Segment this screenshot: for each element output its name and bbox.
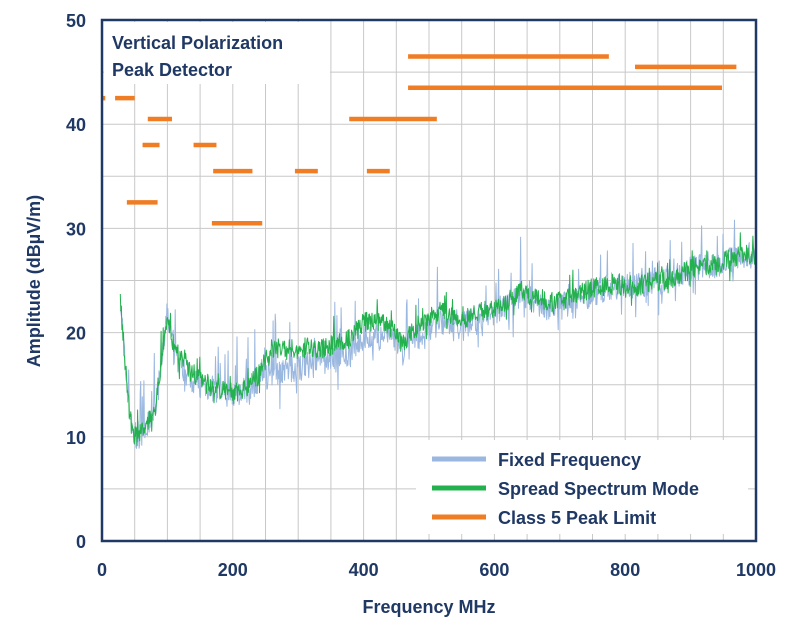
chart-title-line1: Vertical Polarization [112, 33, 283, 53]
y-axis-title: Amplitude (dBµV/m) [24, 195, 44, 367]
legend: Fixed Frequency Spread Spectrum Mode Cla… [416, 440, 748, 534]
y-tick-label: 10 [66, 428, 86, 448]
axis-ticks: 0 200 400 600 800 1000 0 10 20 30 40 50 [66, 11, 776, 580]
series-spread-spectrum [119, 232, 757, 447]
x-tick-label: 600 [479, 560, 509, 580]
spread-spectrum-trace [119, 232, 757, 447]
y-tick-label: 0 [76, 532, 86, 552]
chart-title-line2: Peak Detector [112, 60, 232, 80]
legend-label-limit: Class 5 Peak Limit [498, 508, 656, 528]
fixed-frequency-trace [119, 219, 757, 449]
x-tick-label: 1000 [736, 560, 776, 580]
series-class5-limit [102, 54, 737, 226]
x-tick-label: 800 [610, 560, 640, 580]
x-tick-label: 200 [218, 560, 248, 580]
x-tick-label: 0 [97, 560, 107, 580]
y-tick-label: 40 [66, 115, 86, 135]
legend-label-spread: Spread Spectrum Mode [498, 479, 699, 499]
series-fixed-frequency [119, 219, 757, 449]
plot-frame [100, 18, 758, 543]
legend-label-fixed: Fixed Frequency [498, 450, 641, 470]
y-tick-label: 20 [66, 324, 86, 344]
y-tick-label: 30 [66, 219, 86, 239]
title-box [104, 22, 330, 84]
x-tick-label: 400 [349, 560, 379, 580]
x-axis-title: Frequency MHz [362, 597, 495, 617]
y-tick-label: 50 [66, 11, 86, 31]
